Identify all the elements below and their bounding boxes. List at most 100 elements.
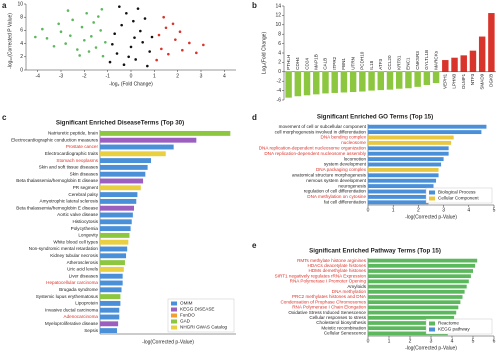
bar [100,219,132,225]
bar [414,71,421,87]
category-label: PRC2 methylates histones and DNA [292,294,367,299]
category-label: DNA replication-dependent nucleosome org… [259,146,367,151]
category-label: HDMs demethylate histones [309,268,367,273]
x-axis-label: -log₂ (Fold Change) [109,81,153,87]
point [146,64,149,68]
legend-box [425,318,493,335]
bar [368,258,478,263]
bar [100,185,141,191]
y-tick-label: 0 [20,67,23,73]
y-tick-label: 6 [20,28,23,34]
point [122,63,126,67]
bar [100,260,125,266]
category-label: movement of cell or subcellular componen… [279,124,367,129]
category-label: Systemic lupus erythematosus [36,294,99,299]
bar [488,13,495,72]
bar [100,328,117,334]
point [157,33,161,37]
bar [368,279,469,284]
bar [368,178,437,183]
point [85,11,88,15]
point [92,21,95,24]
category-label: LPHN3 [452,73,457,88]
x-tick-label: 5 [493,207,496,213]
x-tick-label: 2 [409,338,412,344]
point [71,18,74,22]
point [167,52,170,56]
category-label: Skin and soft tissue diseases [39,165,99,170]
category-label: Uric acid levels [67,267,99,272]
bar [100,130,231,136]
point [174,38,177,41]
bar [405,71,412,89]
point [83,39,86,42]
bar [368,124,487,129]
bar [368,300,461,305]
category-label: FBN1 [341,58,346,70]
y-axis-label: -log₁₀(Corrected P Value) [7,13,13,69]
x-tick-label: 6 [493,338,496,344]
category-label: Amyloids [347,284,366,289]
bar [349,71,357,93]
bar [340,71,348,93]
category-label: DNA replication-dependent nucleosome ass… [264,151,366,156]
category-label: SIRT1 negatively regulates rRNA Expressi… [275,273,367,278]
category-label: CD24 [304,58,309,70]
bar [100,280,123,286]
x-tick-label: -1 [105,73,110,79]
x-tick-label: 0 [367,338,370,344]
category-label: Stomach neoplasms [56,158,98,163]
category-label: IL18 [369,60,374,69]
point [133,36,136,39]
category-label: regulation of cell differentiation [304,189,367,194]
category-label: Invasive ductal carcinoma [45,307,98,312]
point [171,22,175,26]
legend-label: GAD [180,319,191,324]
bar [100,205,134,211]
category-label: Beta thalassemia/hemoglobin E disease [16,178,98,183]
x-tick-label: 2 [176,73,179,79]
point [134,58,137,61]
legend-swatch [429,190,435,195]
bar [100,178,144,184]
category-label: Prostate cancer [66,144,99,149]
category-label: nervous system development [306,178,366,183]
bar [368,284,467,289]
bar [368,151,449,156]
category-label: UTRN [350,57,355,70]
category-label: Longevity [78,233,98,238]
y-tick-label: 0 [278,69,281,75]
bar [386,71,394,90]
category-label: DNA methylation [332,289,367,294]
point [87,50,91,53]
bar [100,294,121,300]
legend-label: FunDO [180,313,195,318]
bar [313,71,320,95]
bar [442,60,449,72]
category-label: NTF3 [470,73,475,85]
category-label: neurogenesis [338,183,366,188]
panel-label: e [252,241,257,250]
category-label: Skin diseases [70,171,99,176]
y-tick-label: 14 [275,3,281,9]
y-tick-label: 2 [278,60,281,66]
x-tick-label: 0 [130,73,133,79]
point [129,45,133,49]
x-tick-label: -4 [35,73,40,79]
category-label: PR segment [73,185,99,190]
category-label: CCL20 [387,55,392,70]
category-label: DNA methylation on cytosine [307,194,366,199]
panel-label: a [2,1,7,10]
category-label: fat cell differentiation [324,200,366,205]
bar [359,71,366,92]
bar [100,300,121,306]
bar [368,184,434,189]
bar [100,137,197,143]
x-tick-label: -3 [59,73,64,79]
point [34,35,37,39]
y-tick-label: 8 [278,32,281,38]
bar [368,305,459,310]
point [94,46,98,49]
point [195,51,198,55]
bar [294,71,302,97]
